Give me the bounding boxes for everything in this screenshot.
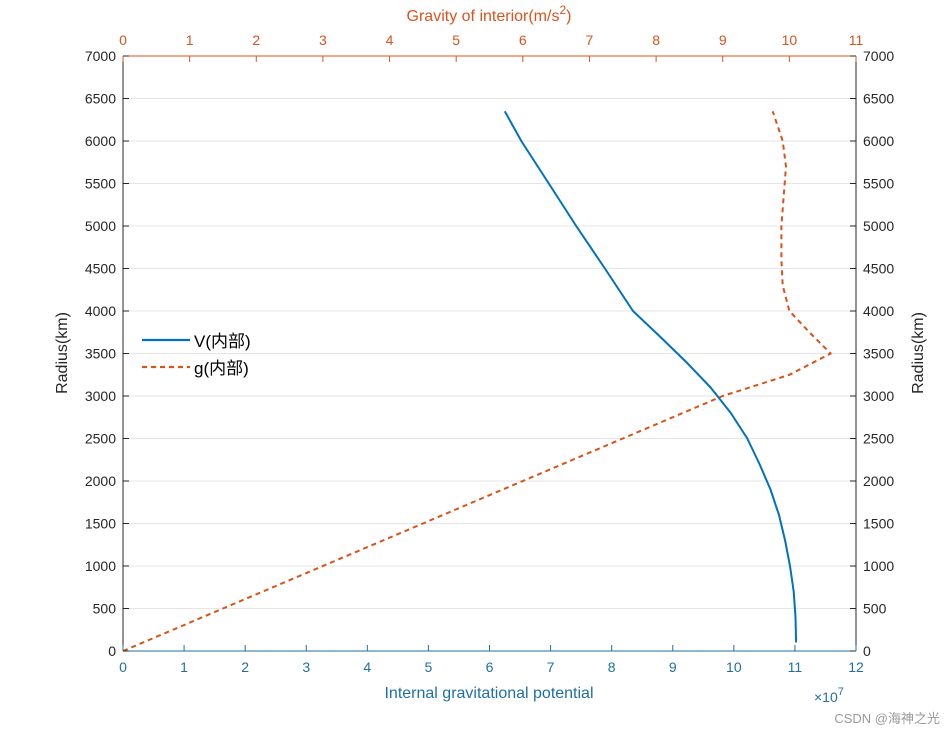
y-tick-label-right: 1500 (863, 516, 894, 532)
x-tick-label-bottom: 5 (425, 659, 433, 675)
y-tick-label-left: 5500 (85, 176, 116, 192)
y-tick-label-left: 7000 (85, 48, 116, 64)
x-exponent-label: ×107 (814, 686, 844, 705)
series-line-gravity (122, 110, 832, 652)
y-tick-label-left: 0 (108, 643, 116, 659)
legend-label-v: V(内部) (194, 332, 251, 351)
x-tick-label-top: 0 (119, 32, 127, 48)
y-tick-label-right: 2500 (863, 431, 894, 447)
y-tick-label-left: 1000 (85, 558, 116, 574)
y-tick-label-left: 4000 (85, 303, 116, 319)
x-tick-label-top: 10 (782, 32, 798, 48)
y-tick-label-left: 2000 (85, 473, 116, 489)
y-tick-label-right: 6500 (863, 91, 894, 107)
y-tick-label-left: 5000 (85, 218, 116, 234)
x-exponent-base: ×10 (814, 689, 838, 705)
y-tick-label-right: 5500 (863, 176, 894, 192)
y-tick-label-right: 1000 (863, 558, 894, 574)
y-tick-label-right: 5000 (863, 218, 894, 234)
series-group (122, 110, 832, 652)
y-tick-label-right: 2000 (863, 473, 894, 489)
y-axis-label: Radius(km) (54, 312, 71, 394)
y-tick-label-left: 3500 (85, 346, 116, 362)
x-tick-label-bottom: 12 (848, 659, 864, 675)
x-tick-label-bottom: 0 (119, 659, 127, 675)
x-tick-label-bottom: 4 (363, 659, 371, 675)
y-axis-label-right: Radius(km) (910, 312, 927, 394)
x-tick-label-bottom: 7 (547, 659, 555, 675)
x-tick-label-top: 2 (252, 32, 260, 48)
y-tick-label-left: 2500 (85, 431, 116, 447)
y-tick-label-right: 0 (863, 643, 871, 659)
y-tick-label-left: 1500 (85, 516, 116, 532)
y-tick-label-left: 6000 (85, 133, 116, 149)
legend: V(内部) g(内部) (142, 332, 251, 378)
y-tick-label-left: 6500 (85, 91, 116, 107)
y-tick-label-right: 500 (863, 601, 887, 617)
series-line-potential (503, 110, 798, 643)
x-tick-label-top: 7 (586, 32, 594, 48)
watermark: CSDN @海神之光 (834, 711, 940, 726)
x-axis-label-top: Gravity of interior(m/s2) (407, 3, 572, 25)
x-axis-label-top-main: Gravity of interior(m/s (407, 8, 560, 25)
x-tick-label-top: 9 (719, 32, 727, 48)
grid-lines (123, 98, 856, 609)
x-tick-label-bottom: 11 (788, 659, 803, 675)
x-tick-label-top: 8 (652, 32, 660, 48)
x-tick-label-top: 11 (849, 32, 864, 48)
x-exponent-power: 7 (838, 686, 844, 698)
x-axis-label: Internal gravitational potential (384, 685, 593, 702)
x-tick-label-bottom: 6 (486, 659, 494, 675)
x-axis-label-top-close: ) (566, 8, 571, 25)
x-tick-label-top: 6 (519, 32, 527, 48)
x-tick-label-bottom: 2 (241, 659, 249, 675)
x-tick-label-top: 5 (452, 32, 460, 48)
y-tick-label-right: 4500 (863, 261, 894, 277)
y-tick-label-right: 3500 (863, 346, 894, 362)
y-tick-label-right: 6000 (863, 133, 894, 149)
y-tick-label-right: 7000 (863, 48, 894, 64)
y-tick-label-left: 4500 (85, 261, 116, 277)
x-tick-label-bottom: 3 (302, 659, 310, 675)
legend-label-g: g(内部) (194, 359, 249, 378)
x-axis-label-top-sup: 2 (559, 3, 566, 17)
x-tick-label-top: 1 (186, 32, 194, 48)
y-tick-label-right: 4000 (863, 303, 894, 319)
x-tick-label-bottom: 10 (726, 659, 742, 675)
x-tick-label-bottom: 8 (608, 659, 616, 675)
x-tick-label-bottom: 9 (669, 659, 677, 675)
y-tick-label-right: 3000 (863, 388, 894, 404)
x-tick-label-bottom: 1 (180, 659, 188, 675)
y-tick-label-left: 3000 (85, 388, 116, 404)
x-tick-label-top: 3 (319, 32, 327, 48)
y-tick-label-left: 500 (93, 601, 117, 617)
x-tick-label-top: 4 (386, 32, 394, 48)
